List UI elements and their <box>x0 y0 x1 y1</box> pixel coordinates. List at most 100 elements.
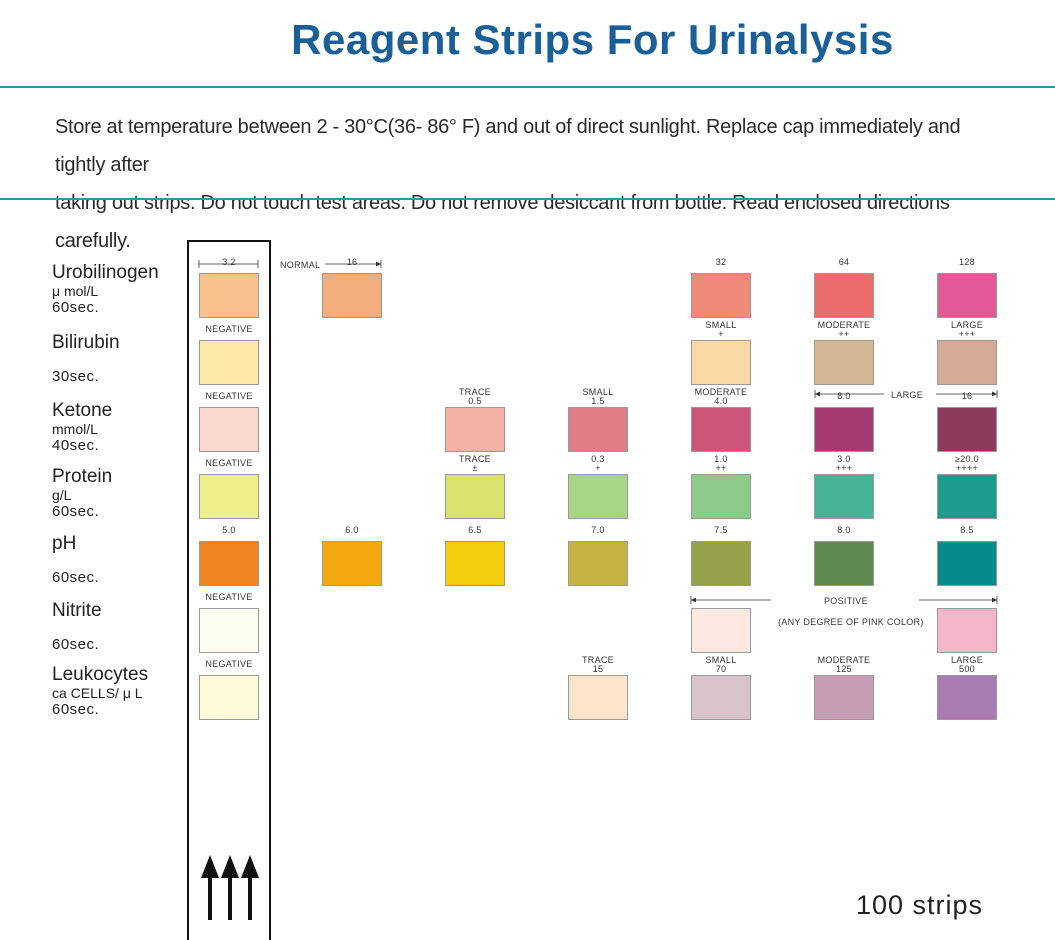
color-swatch <box>199 675 259 720</box>
color-swatch <box>937 541 997 586</box>
color-swatch <box>568 675 628 720</box>
page-title: Reagent Strips For Urinalysis <box>291 16 894 63</box>
color-swatch <box>568 474 628 519</box>
swatch-sublabel: 125 <box>836 664 852 674</box>
color-swatch <box>937 340 997 385</box>
swatch-label: NEGATIVE <box>205 659 253 669</box>
param-name: Protein <box>52 466 113 487</box>
param-ph: pH 60sec. <box>52 533 99 587</box>
swatch-label: TRACE <box>458 454 491 464</box>
param-nitrite: Nitrite 60sec. <box>52 600 102 654</box>
header-bar: Reagent Strips For Urinalysis <box>0 0 1055 88</box>
color-swatch <box>691 273 751 318</box>
storage-line-1: Store at temperature between 2 - 30°C(36… <box>55 116 961 176</box>
swatch-label: 8.0 <box>837 391 851 401</box>
color-swatch <box>691 675 751 720</box>
storage-line-2: taking out strips. Do not touch test are… <box>55 192 950 252</box>
swatch-label: 16 <box>346 257 358 267</box>
swatch-label: SMALL <box>582 387 614 397</box>
color-swatch <box>199 608 259 653</box>
swatch-sublabel: 4.0 <box>714 396 728 406</box>
param-name: pH <box>52 533 77 554</box>
swatch-sublabel: + <box>595 463 601 473</box>
ketone-large-bracket <box>814 390 998 398</box>
color-swatch <box>937 474 997 519</box>
color-swatch <box>199 541 259 586</box>
color-swatch <box>814 675 874 720</box>
param-unit: g/L <box>52 487 72 503</box>
param-time: 60sec. <box>52 636 100 653</box>
param-ketone: Ketone mmol/L 40sec. <box>52 400 112 455</box>
swatch-label: MODERATE <box>817 655 871 665</box>
swatch-label: 32 <box>715 257 727 267</box>
color-swatch <box>814 407 874 452</box>
param-protein: Protein g/L 60sec. <box>52 466 112 521</box>
color-swatch <box>322 273 382 318</box>
swatch-label: 5.0 <box>222 525 236 535</box>
swatch-label: 16 <box>961 391 973 401</box>
color-swatch <box>814 340 874 385</box>
param-name: Bilirubin <box>52 332 120 353</box>
color-swatch <box>691 407 751 452</box>
dip-direction-arrows-icon <box>201 855 259 920</box>
swatch-label: 3.2 <box>222 257 236 267</box>
swatch-label: TRACE <box>458 387 491 397</box>
swatch-label: LARGE <box>950 320 983 330</box>
swatch-label: MODERATE <box>694 387 748 397</box>
param-time: 60sec. <box>52 503 100 520</box>
swatch-sublabel: 70 <box>715 664 727 674</box>
swatch-label: SMALL <box>705 655 737 665</box>
param-time: 40sec. <box>52 437 100 454</box>
normal-label: NORMAL <box>280 260 321 270</box>
color-swatch <box>691 541 751 586</box>
swatch-label: 7.5 <box>714 525 728 535</box>
swatch-label: 8.5 <box>960 525 974 535</box>
param-time: 60sec. <box>52 569 100 586</box>
swatch-sublabel: ++ <box>838 329 850 339</box>
color-swatch <box>691 474 751 519</box>
swatch-label: SMALL <box>705 320 737 330</box>
ketone-large-label: LARGE <box>891 390 924 400</box>
positive-bracket <box>690 596 998 604</box>
swatch-sublabel: 500 <box>959 664 975 674</box>
swatch-sublabel: +++ <box>835 463 853 473</box>
param-name: Nitrite <box>52 600 102 621</box>
urobilinogen-range-bracket <box>198 260 259 268</box>
swatch-label: ≥20.0 <box>955 454 979 464</box>
color-swatch <box>937 273 997 318</box>
swatch-sublabel: 0.5 <box>468 396 482 406</box>
color-swatch <box>445 541 505 586</box>
param-urobilinogen: Urobilinogen μ mol/L 60sec. <box>52 262 159 317</box>
color-swatch <box>322 541 382 586</box>
swatch-label: 3.0 <box>837 454 851 464</box>
divider <box>0 198 1055 200</box>
strip-count: 100 strips <box>856 890 984 920</box>
swatch-sublabel: 1.5 <box>591 396 605 406</box>
color-swatch <box>445 407 505 452</box>
param-unit: μ mol/L <box>52 283 99 299</box>
swatch-label: NEGATIVE <box>205 458 253 468</box>
color-swatch <box>199 273 259 318</box>
color-swatch <box>199 407 259 452</box>
swatch-sublabel: +++ <box>958 329 976 339</box>
swatch-label: 6.0 <box>345 525 359 535</box>
param-name: Urobilinogen <box>52 262 159 283</box>
color-swatch <box>814 474 874 519</box>
swatch-sublabel: 15 <box>592 664 604 674</box>
color-swatch <box>814 541 874 586</box>
normal-range-arrow <box>325 260 382 268</box>
swatch-label: 8.0 <box>837 525 851 535</box>
swatch-label: NEGATIVE <box>205 592 253 602</box>
param-unit: ca CELLS/ μ L <box>52 685 143 701</box>
swatch-label: 7.0 <box>591 525 605 535</box>
color-swatch <box>568 407 628 452</box>
swatch-label: TRACE <box>581 655 614 665</box>
color-swatch <box>814 273 874 318</box>
swatch-label: MODERATE <box>817 320 871 330</box>
swatch-label: LARGE <box>950 655 983 665</box>
swatch-sublabel: ++++ <box>955 463 979 473</box>
color-swatch <box>691 340 751 385</box>
param-time: 60sec. <box>52 299 100 316</box>
pink-note: (ANY DEGREE OF PINK COLOR) <box>778 617 924 627</box>
